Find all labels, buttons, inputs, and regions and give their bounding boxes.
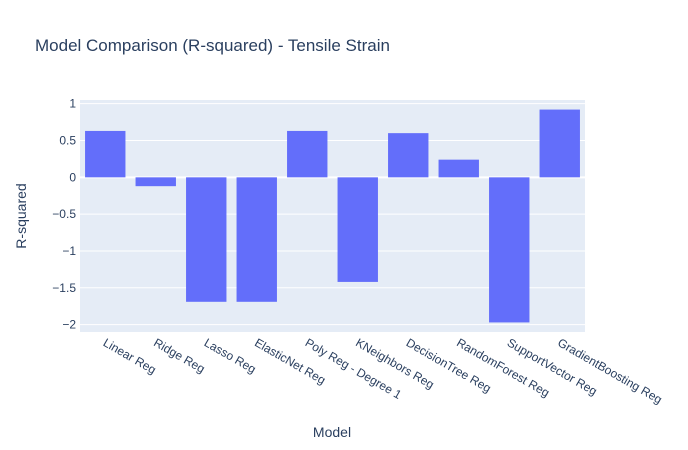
y-tick-label: −1.5 xyxy=(52,281,76,295)
y-tick-label: 1 xyxy=(69,97,76,111)
bar[interactable] xyxy=(186,177,227,302)
bar[interactable] xyxy=(236,177,277,302)
x-tick-label: Ridge Reg xyxy=(151,335,207,375)
bar[interactable] xyxy=(287,130,328,178)
y-tick-label: −2 xyxy=(62,318,76,332)
bar[interactable] xyxy=(337,177,378,282)
x-tick-label: DecisionTree Reg xyxy=(404,335,494,395)
bar[interactable] xyxy=(135,177,176,187)
y-tick-label: −0.5 xyxy=(52,207,76,221)
y-tick-label: 0.5 xyxy=(59,134,76,148)
y-axis-label: R-squared xyxy=(13,183,29,248)
chart-title: Model Comparison (R-squared) - Tensile S… xyxy=(35,36,390,55)
bar[interactable] xyxy=(438,159,479,178)
x-tick-label: RandomForest Reg xyxy=(454,335,552,399)
bar[interactable] xyxy=(539,109,580,178)
x-tick-label: SupportVector Reg xyxy=(505,335,600,398)
bar[interactable] xyxy=(489,177,530,323)
x-tick-label: Linear Reg xyxy=(101,335,159,376)
x-axis-label: Model xyxy=(313,424,351,440)
bar[interactable] xyxy=(85,130,126,178)
bars xyxy=(85,109,580,323)
x-tick-label: Lasso Reg xyxy=(202,335,259,376)
y-tick-label: −1 xyxy=(62,244,76,258)
bar[interactable] xyxy=(388,133,429,178)
y-tick-label: 0 xyxy=(69,170,76,184)
y-tick-labels: 1 0.5 0 −0.5 −1 −1.5 −2 xyxy=(52,97,76,332)
